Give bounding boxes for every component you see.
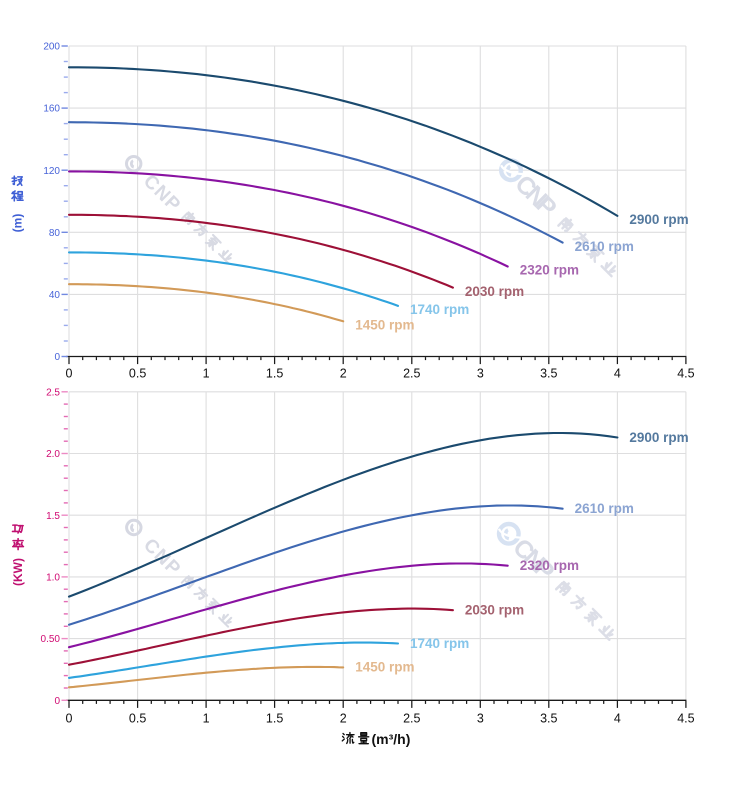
svg-text:1: 1 — [203, 367, 210, 381]
svg-text:4: 4 — [614, 712, 621, 726]
svg-text:0.50: 0.50 — [41, 634, 61, 645]
svg-text:2.5: 2.5 — [403, 367, 420, 381]
svg-text:2.0: 2.0 — [46, 449, 60, 460]
svg-text:1450 rpm: 1450 rpm — [355, 660, 414, 675]
svg-text:1450 rpm: 1450 rpm — [355, 318, 414, 333]
svg-text:(KW): (KW) — [11, 558, 25, 586]
svg-text:2: 2 — [340, 712, 347, 726]
svg-text:3: 3 — [477, 367, 484, 381]
svg-text:0: 0 — [66, 712, 73, 726]
svg-text:(m³/h): (m³/h) — [372, 731, 411, 747]
svg-text:(m): (m) — [11, 214, 25, 233]
svg-text:1.5: 1.5 — [266, 712, 283, 726]
svg-text:2320 rpm: 2320 rpm — [520, 263, 579, 278]
svg-text:3: 3 — [477, 712, 484, 726]
svg-text:2030 rpm: 2030 rpm — [465, 603, 524, 618]
svg-text:4.5: 4.5 — [677, 367, 694, 381]
svg-text:2610 rpm: 2610 rpm — [575, 239, 634, 254]
svg-text:200: 200 — [43, 42, 60, 53]
svg-text:40: 40 — [49, 290, 61, 301]
svg-text:2610 rpm: 2610 rpm — [575, 501, 634, 516]
svg-text:80: 80 — [49, 228, 61, 239]
svg-text:4: 4 — [614, 367, 621, 381]
svg-text:2900 rpm: 2900 rpm — [629, 430, 688, 445]
svg-text:0: 0 — [54, 696, 60, 707]
svg-text:0.5: 0.5 — [129, 712, 146, 726]
svg-text:3.5: 3.5 — [540, 712, 557, 726]
svg-text:1740 rpm: 1740 rpm — [410, 636, 469, 651]
svg-text:4.5: 4.5 — [677, 712, 694, 726]
svg-text:1.5: 1.5 — [266, 367, 283, 381]
svg-text:0: 0 — [54, 352, 60, 363]
svg-text:2: 2 — [340, 367, 347, 381]
svg-text:2.5: 2.5 — [46, 387, 60, 398]
svg-text:1.5: 1.5 — [46, 511, 60, 522]
svg-text:2030 rpm: 2030 rpm — [465, 284, 524, 299]
svg-text:1.0: 1.0 — [46, 573, 60, 584]
svg-text:1: 1 — [203, 712, 210, 726]
svg-text:3.5: 3.5 — [540, 367, 557, 381]
svg-text:1740 rpm: 1740 rpm — [410, 302, 469, 317]
svg-text:2320 rpm: 2320 rpm — [520, 558, 579, 573]
svg-text:0.5: 0.5 — [129, 367, 146, 381]
svg-text:2900 rpm: 2900 rpm — [629, 212, 688, 227]
svg-text:120: 120 — [43, 166, 60, 177]
svg-text:160: 160 — [43, 104, 60, 115]
svg-text:0: 0 — [66, 367, 73, 381]
svg-text:2.5: 2.5 — [403, 712, 420, 726]
